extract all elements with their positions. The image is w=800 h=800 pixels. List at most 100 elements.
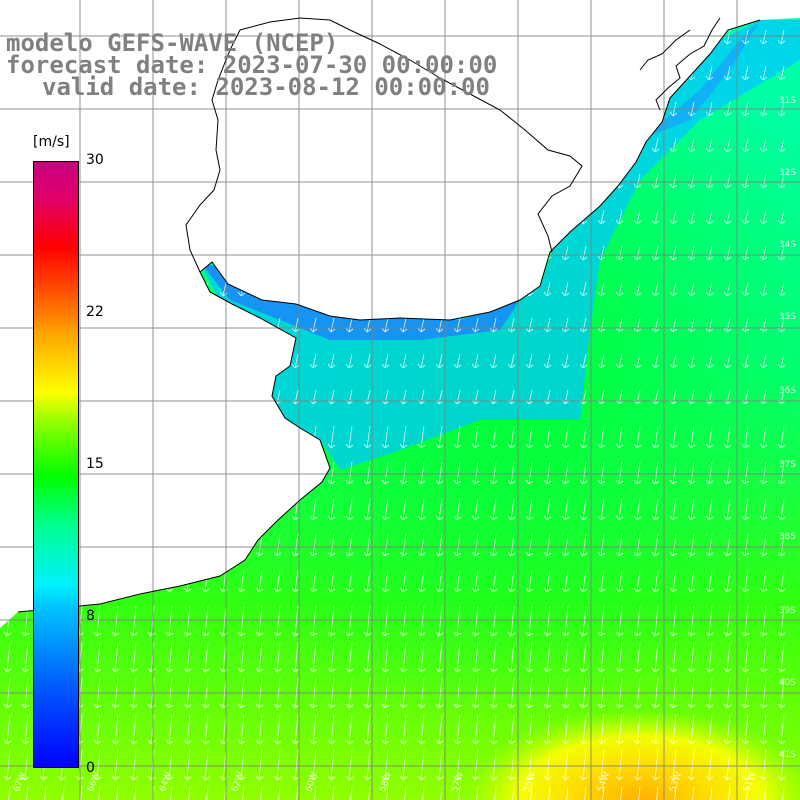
wind-arrow bbox=[399, 713, 408, 745]
wind-arrow bbox=[759, 173, 768, 189]
wind-arrow bbox=[255, 569, 264, 593]
wind-arrow bbox=[597, 317, 606, 333]
wind-arrow bbox=[525, 605, 534, 637]
wind-arrow bbox=[363, 605, 372, 637]
wind-arrow bbox=[741, 749, 750, 781]
wind-arrow bbox=[111, 713, 120, 745]
wind-arrow bbox=[615, 533, 624, 557]
wind-arrow bbox=[705, 209, 714, 225]
wind-arrow bbox=[237, 569, 246, 593]
lat-label: 40S bbox=[778, 678, 796, 688]
wind-arrow bbox=[327, 533, 336, 557]
wind-arrow bbox=[759, 533, 768, 557]
wind-arrow bbox=[705, 641, 714, 673]
wind-arrow bbox=[489, 569, 498, 593]
wind-arrow bbox=[669, 137, 678, 153]
wind-arrow bbox=[93, 785, 102, 800]
wind-arrow bbox=[489, 605, 498, 637]
wind-arrow bbox=[363, 461, 372, 485]
wind-arrow bbox=[129, 641, 138, 673]
wind-arrow bbox=[705, 533, 714, 557]
wind-arrow bbox=[723, 497, 732, 521]
wind-arrow bbox=[615, 317, 624, 333]
wind-arrow bbox=[507, 641, 516, 673]
wind-arrow bbox=[705, 713, 714, 745]
wind-arrow bbox=[93, 713, 102, 745]
wind-arrow bbox=[723, 605, 732, 637]
colorbar-tick-15: 15 bbox=[86, 456, 104, 472]
lat-label: 32S bbox=[778, 168, 796, 178]
wind-arrow bbox=[381, 713, 390, 745]
valid-date: valid date: 2023-08-12 00:00:00 bbox=[42, 73, 490, 101]
wind-arrow bbox=[399, 317, 408, 333]
wind-arrow bbox=[633, 749, 642, 781]
wind-arrow bbox=[723, 461, 732, 485]
wind-arrow bbox=[417, 317, 426, 333]
wind-arrow bbox=[507, 605, 516, 637]
wind-arrow bbox=[381, 461, 390, 485]
wind-arrow bbox=[471, 533, 480, 557]
lat-label: 31S bbox=[778, 96, 796, 106]
wind-arrow bbox=[723, 65, 732, 81]
wind-arrow bbox=[435, 533, 444, 557]
wind-arrow bbox=[597, 533, 606, 557]
wind-arrow bbox=[417, 713, 426, 745]
wind-arrow bbox=[399, 641, 408, 673]
wind-arrow bbox=[651, 497, 660, 521]
wind-arrow bbox=[255, 749, 264, 781]
wind-arrow bbox=[687, 137, 696, 153]
wind-arrow bbox=[687, 245, 696, 261]
wind-arrow bbox=[741, 641, 750, 673]
lat-label: 37S bbox=[778, 460, 796, 470]
wind-arrow bbox=[453, 317, 462, 333]
wind-arrow bbox=[615, 785, 624, 800]
wind-arrow bbox=[363, 533, 372, 557]
wind-arrow bbox=[777, 749, 786, 781]
wind-arrow bbox=[615, 497, 624, 521]
wind-arrow bbox=[75, 785, 84, 800]
wind-arrow bbox=[165, 605, 174, 637]
wind-arrow bbox=[597, 605, 606, 637]
wind-arrow bbox=[705, 245, 714, 261]
wind-arrow bbox=[21, 749, 30, 781]
wind-arrow bbox=[453, 461, 462, 485]
lat-label: 41S bbox=[778, 750, 796, 760]
wind-arrow bbox=[399, 785, 408, 800]
wind-arrow bbox=[741, 785, 750, 800]
wind-arrow bbox=[435, 785, 444, 800]
wind-arrow bbox=[759, 497, 768, 521]
colorbar-tick-30: 30 bbox=[86, 152, 104, 168]
uruguay-border bbox=[239, 17, 583, 253]
wind-arrow bbox=[507, 749, 516, 781]
wind-arrow bbox=[525, 461, 534, 485]
wind-arrow bbox=[669, 281, 678, 297]
wind-arrow bbox=[291, 641, 300, 673]
wind-arrow bbox=[561, 317, 570, 333]
wind-arrow bbox=[561, 425, 570, 449]
wind-arrow bbox=[741, 497, 750, 521]
wind-arrow bbox=[597, 749, 606, 781]
wind-arrow bbox=[687, 641, 696, 673]
wind-arrow bbox=[741, 461, 750, 485]
wind-arrow bbox=[687, 209, 696, 225]
wind-arrow bbox=[471, 605, 480, 637]
wind-arrow bbox=[543, 749, 552, 781]
wind-arrow bbox=[417, 569, 426, 593]
wind-arrow bbox=[633, 317, 642, 333]
lat-label: 36S bbox=[778, 386, 796, 396]
wind-arrow bbox=[507, 497, 516, 521]
wind-arrow bbox=[705, 137, 714, 153]
wind-arrow bbox=[633, 533, 642, 557]
wind-arrow bbox=[417, 425, 426, 449]
wind-arrow bbox=[165, 713, 174, 745]
wind-arrow bbox=[399, 749, 408, 781]
wind-arrow bbox=[777, 29, 786, 45]
wind-arrow bbox=[165, 641, 174, 673]
wind-arrow bbox=[435, 713, 444, 745]
wind-arrow bbox=[381, 641, 390, 673]
wind-arrow bbox=[309, 749, 318, 781]
wind-arrow bbox=[201, 785, 210, 800]
wind-arrow bbox=[3, 749, 12, 781]
wind-arrow bbox=[777, 461, 786, 485]
wind-arrow bbox=[759, 785, 768, 800]
